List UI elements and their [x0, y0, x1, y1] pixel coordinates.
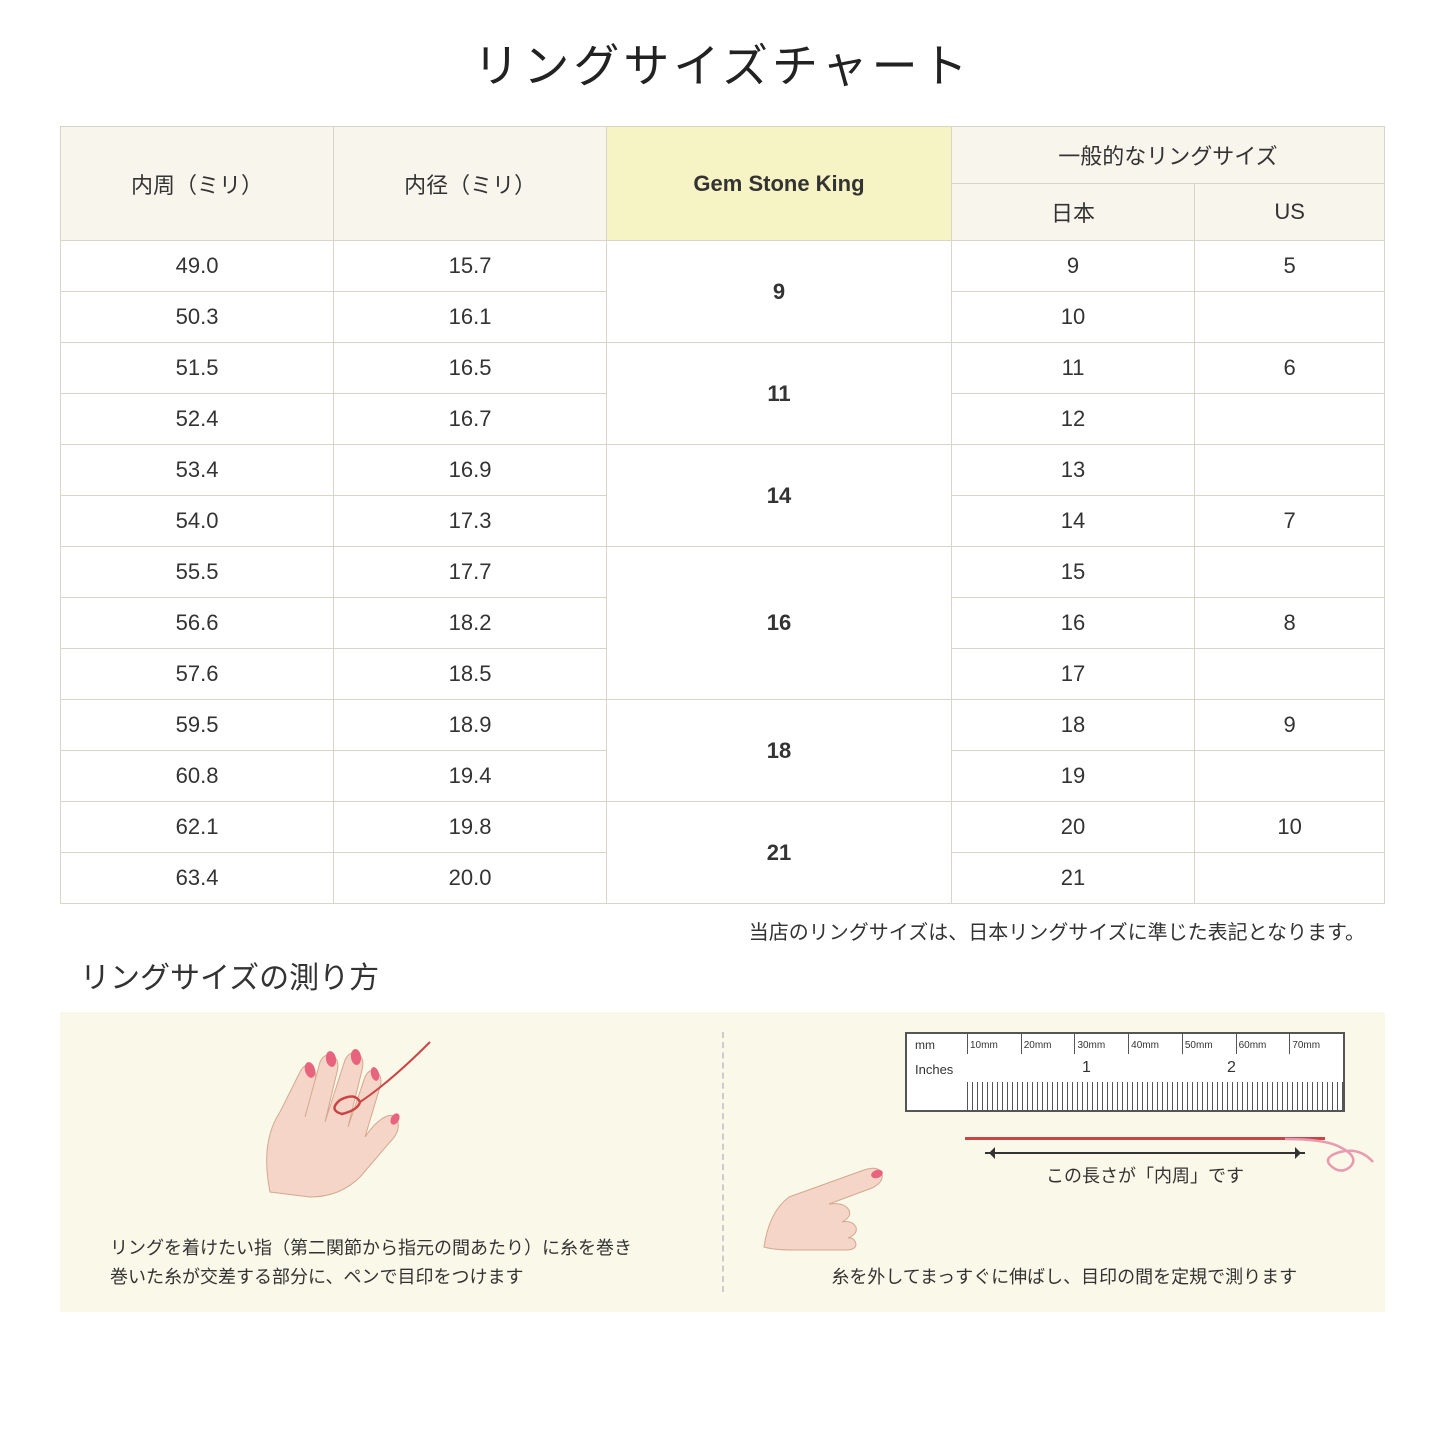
ruler-diagram: mm Inches 10mm20mm30mm40mm50mm60mm70mm 1… [905, 1032, 1345, 1112]
header-common: 一般的なリングサイズ [951, 127, 1384, 184]
table-row: 51.516.511116 [61, 343, 1385, 394]
size-chart-table: 内周（ミリ） 内径（ミリ） Gem Stone King 一般的なリングサイズ … [60, 126, 1385, 904]
header-diameter: 内径（ミリ） [334, 127, 607, 241]
instructions-panel: リングを着けたい指（第二関節から指元の間あたり）に糸を巻き 巻いた糸が交差する部… [60, 1012, 1385, 1312]
footnote: 当店のリングサイズは、日本リングサイズに準じた表記となります。 [60, 916, 1385, 945]
table-row: 59.518.918189 [61, 700, 1385, 751]
header-gsk: Gem Stone King [607, 127, 952, 241]
instruction-2-text: 糸を外してまっすぐに伸ばし、目印の間を定規で測ります [774, 1263, 1356, 1292]
table-row: 55.517.71615 [61, 547, 1385, 598]
instruction-step-1: リングを着けたい指（第二関節から指元の間あたり）に糸を巻き 巻いた糸が交差する部… [60, 1012, 722, 1312]
measure-arrow: この長さが「内周」です [985, 1152, 1305, 1188]
header-us: US [1195, 184, 1385, 241]
instruction-step-2: mm Inches 10mm20mm30mm40mm50mm60mm70mm 1… [724, 1012, 1386, 1312]
table-row: 49.015.7995 [61, 241, 1385, 292]
header-circumference: 内周（ミリ） [61, 127, 334, 241]
hand-point-icon [754, 1122, 914, 1252]
hand-wrap-icon [210, 1022, 470, 1202]
measure-title: リングサイズの測り方 [80, 953, 1385, 997]
table-row: 53.416.91413 [61, 445, 1385, 496]
header-japan: 日本 [951, 184, 1194, 241]
page-title: リングサイズチャート [60, 30, 1385, 96]
ruler-icon: mm Inches 10mm20mm30mm40mm50mm60mm70mm 1… [905, 1032, 1345, 1112]
instruction-1-text: リングを着けたい指（第二関節から指元の間あたり）に糸を巻き 巻いた糸が交差する部… [110, 1234, 692, 1292]
thread-line [965, 1137, 1325, 1140]
table-row: 62.119.8212010 [61, 802, 1385, 853]
